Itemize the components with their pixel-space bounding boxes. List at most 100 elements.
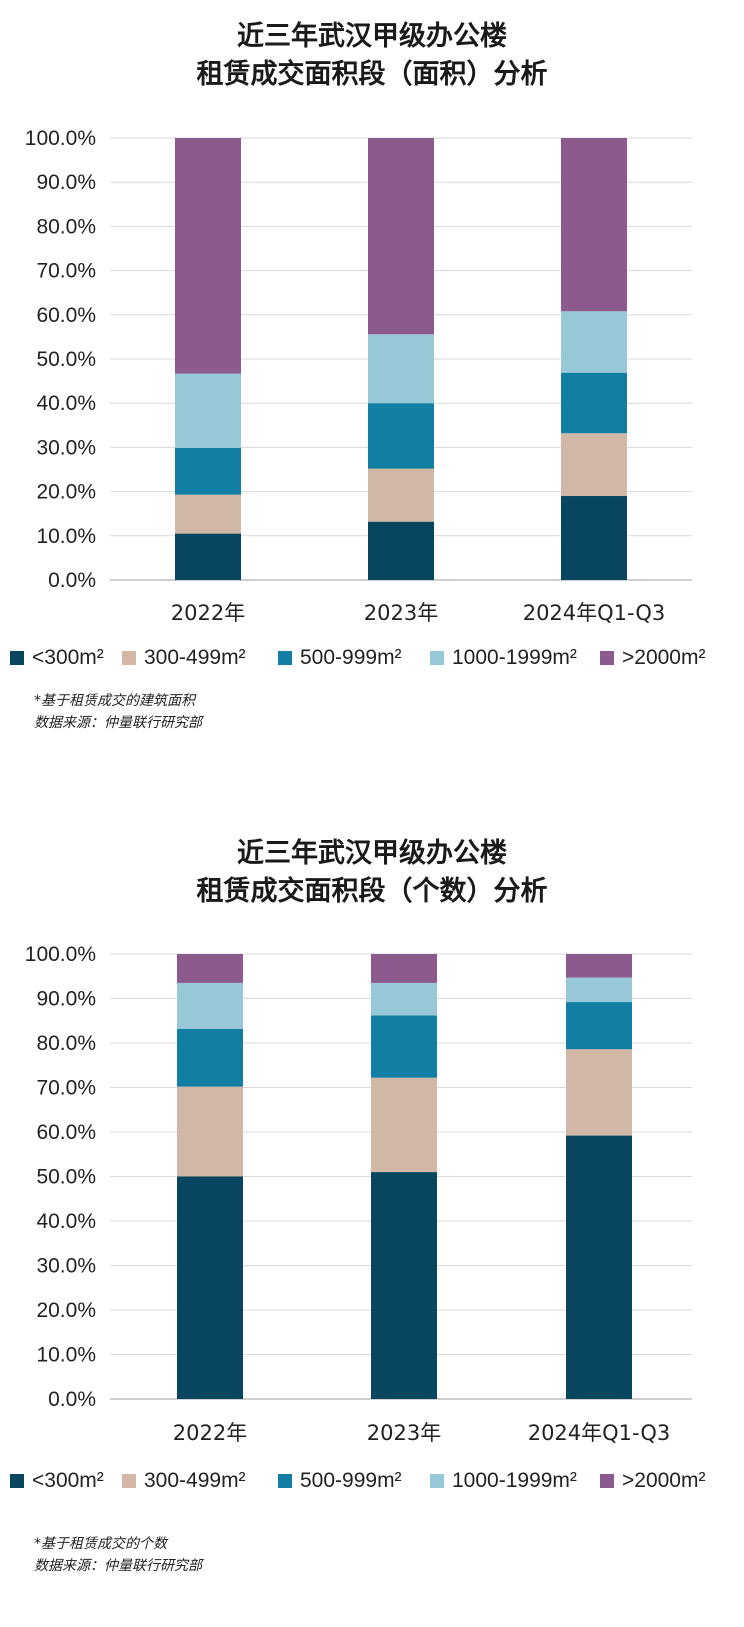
- y-tick-label: 80.0%: [36, 1032, 96, 1055]
- bar-segment: [177, 954, 243, 983]
- y-tick-label: 40.0%: [36, 1210, 96, 1233]
- chart-title-line1: 近三年武汉甲级办公楼: [237, 838, 507, 869]
- legend-item: 500-999m²: [278, 1466, 402, 1496]
- bar-segment: [566, 1002, 632, 1050]
- legend-item: 1000-1999m²: [430, 643, 577, 673]
- x-category-label: 2023年: [367, 1421, 441, 1445]
- legend-swatch: [10, 1474, 24, 1488]
- legend-item: 300-499m²: [122, 643, 246, 673]
- y-tick-label: 50.0%: [36, 348, 96, 371]
- bar-segment: [177, 1176, 243, 1399]
- bar-segment: [371, 1015, 437, 1078]
- y-tick-label: 100.0%: [25, 943, 96, 966]
- legend-swatch: [600, 651, 614, 665]
- legend-item: 1000-1999m²: [430, 1466, 577, 1496]
- bar-segment: [566, 1049, 632, 1136]
- bar-segment: [177, 982, 243, 1029]
- bar-segment: [368, 138, 434, 335]
- x-category-label: 2023年: [364, 601, 438, 625]
- bar-segment: [371, 1077, 437, 1173]
- y-tick-label: 30.0%: [36, 436, 96, 459]
- bar-segment: [177, 1028, 243, 1087]
- y-tick-label: 20.0%: [36, 1299, 96, 1322]
- bar-segment: [175, 447, 241, 495]
- y-tick-label: 50.0%: [36, 1166, 96, 1189]
- legend-item: 500-999m²: [278, 643, 402, 673]
- bar-segment: [566, 954, 632, 978]
- x-category-label: 2022年: [171, 601, 245, 625]
- bar-segment: [371, 954, 437, 983]
- y-tick-label: 10.0%: [36, 1344, 96, 1367]
- chart-legend: <300m² 300-499m² 500-999m² 1000-1999m² >2000…: [10, 1466, 740, 1496]
- chart-title-line2: 租赁成交面积段（面积）分析: [196, 59, 548, 90]
- legend-item: >2000m²: [600, 1466, 705, 1496]
- y-tick-label: 90.0%: [36, 988, 96, 1011]
- legend-swatch: [122, 651, 136, 665]
- bar-segment: [368, 334, 434, 404]
- bar-segment: [368, 468, 434, 522]
- legend-label: 300-499m²: [144, 1469, 246, 1492]
- legend-swatch: [122, 1474, 136, 1488]
- legend-item: 300-499m²: [122, 1466, 246, 1496]
- legend-swatch: [600, 1474, 614, 1488]
- legend-swatch: [430, 651, 444, 665]
- y-tick-label: 0.0%: [48, 1388, 96, 1411]
- legend-label: 500-999m²: [300, 1469, 402, 1492]
- legend-label: <300m²: [32, 1469, 104, 1492]
- bar-segment: [566, 977, 632, 1003]
- bar-segment: [371, 982, 437, 1016]
- bar-segment: [561, 138, 627, 312]
- x-category-label: 2024年Q1-Q3: [523, 601, 666, 625]
- y-tick-label: 100.0%: [25, 127, 96, 150]
- bar-segment: [368, 403, 434, 469]
- bar-segment: [561, 372, 627, 434]
- y-tick-label: 90.0%: [36, 171, 96, 194]
- bar-segment: [566, 1135, 632, 1399]
- chart-source: 数据来源：仲量联行研究部: [34, 1558, 202, 1574]
- area-stacked-bar-chart: 0.0% 10.0% 20.0% 30.0% 40.0% 50.0% 60.0% 70.0% 8…: [25, 127, 692, 625]
- legend-swatch: [430, 1474, 444, 1488]
- bar-segment: [368, 521, 434, 580]
- legend-swatch: [278, 651, 292, 665]
- count-stacked-bar-chart: 0.0% 10.0% 20.0% 30.0% 40.0% 50.0% 60.0% 70.0% 8…: [25, 943, 692, 1445]
- bar-segment: [561, 496, 627, 580]
- bar-segment: [561, 433, 627, 497]
- chart-title-line1: 近三年武汉甲级办公楼: [237, 21, 507, 52]
- legend-label: 1000-1999m²: [452, 1469, 577, 1492]
- legend-item: >2000m²: [600, 643, 705, 673]
- bar-segment: [175, 533, 241, 580]
- x-category-label: 2024年Q1-Q3: [528, 1421, 671, 1445]
- bar-segment: [175, 494, 241, 534]
- y-tick-label: 70.0%: [36, 1077, 96, 1100]
- legend-label: >2000m²: [622, 1469, 706, 1492]
- legend-item: <300m²: [10, 643, 104, 673]
- legend-swatch: [278, 1474, 292, 1488]
- legend-label: 300-499m²: [144, 646, 246, 669]
- chart-note: *基于租赁成交的个数: [34, 1536, 167, 1552]
- legend-label: 1000-1999m²: [452, 646, 577, 669]
- chart-title-line2: 租赁成交面积段（个数）分析: [196, 876, 548, 907]
- y-tick-label: 60.0%: [36, 1121, 96, 1144]
- bar-segment: [561, 311, 627, 373]
- bar-segment: [371, 1172, 437, 1399]
- bar-segment: [177, 1086, 243, 1177]
- x-category-label: 2022年: [173, 1421, 247, 1445]
- bar-segment: [175, 138, 241, 374]
- bar-segment: [175, 373, 241, 448]
- chart-legend: <300m² 300-499m² 500-999m² 1000-1999m² >2000…: [10, 643, 740, 673]
- y-tick-label: 10.0%: [36, 525, 96, 548]
- legend-label: >2000m²: [622, 646, 706, 669]
- chart-note: *基于租赁成交的建筑面积: [34, 693, 195, 709]
- y-tick-label: 80.0%: [36, 215, 96, 238]
- legend-swatch: [10, 651, 24, 665]
- y-tick-label: 20.0%: [36, 481, 96, 504]
- y-tick-label: 0.0%: [48, 569, 96, 592]
- legend-label: <300m²: [32, 646, 104, 669]
- y-tick-label: 40.0%: [36, 392, 96, 415]
- y-tick-label: 30.0%: [36, 1255, 96, 1278]
- legend-label: 500-999m²: [300, 646, 402, 669]
- chart-source: 数据来源：仲量联行研究部: [34, 715, 202, 731]
- y-tick-label: 70.0%: [36, 260, 96, 283]
- legend-item: <300m²: [10, 1466, 104, 1496]
- y-tick-label: 60.0%: [36, 304, 96, 327]
